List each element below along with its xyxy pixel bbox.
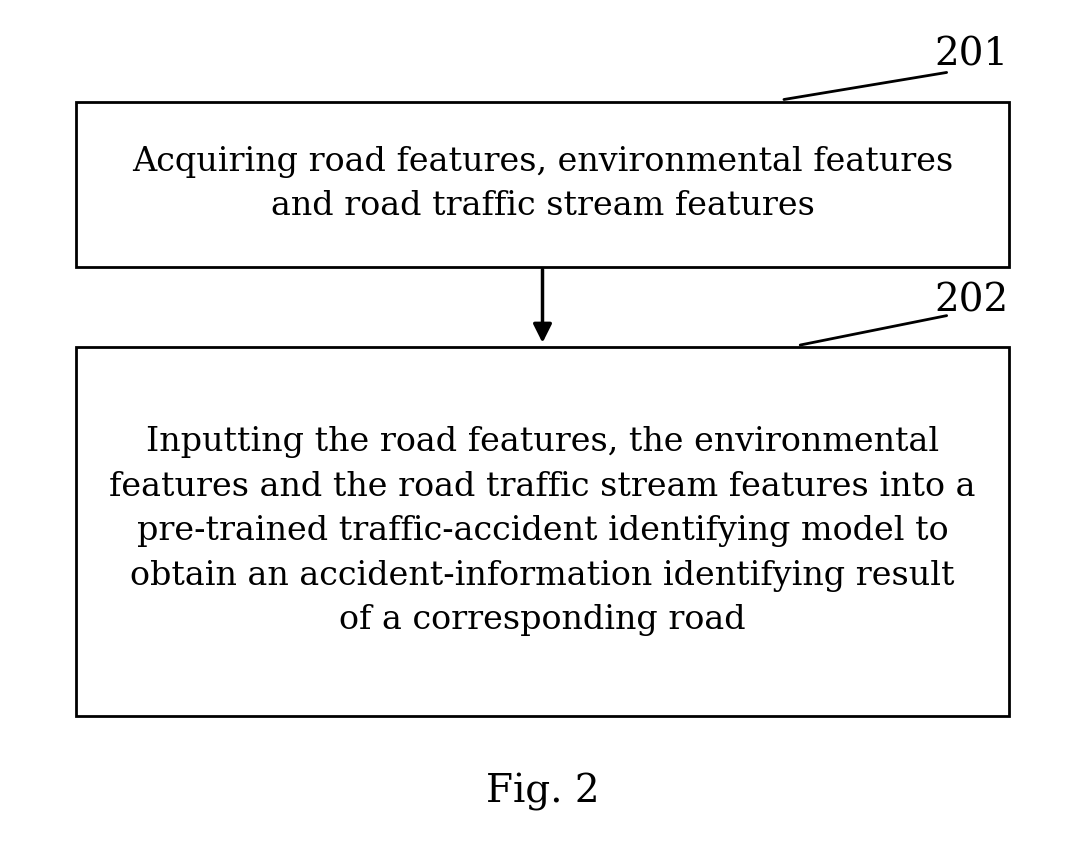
Text: Inputting the road features, the environmental
features and the road traffic str: Inputting the road features, the environ… xyxy=(110,427,975,636)
Text: 201: 201 xyxy=(934,36,1008,74)
Bar xyxy=(76,347,1009,716)
Text: Fig. 2: Fig. 2 xyxy=(486,773,599,811)
Text: 202: 202 xyxy=(934,282,1008,319)
Text: Acquiring road features, environmental features
and road traffic stream features: Acquiring road features, environmental f… xyxy=(132,146,953,223)
Bar xyxy=(76,102,1009,267)
